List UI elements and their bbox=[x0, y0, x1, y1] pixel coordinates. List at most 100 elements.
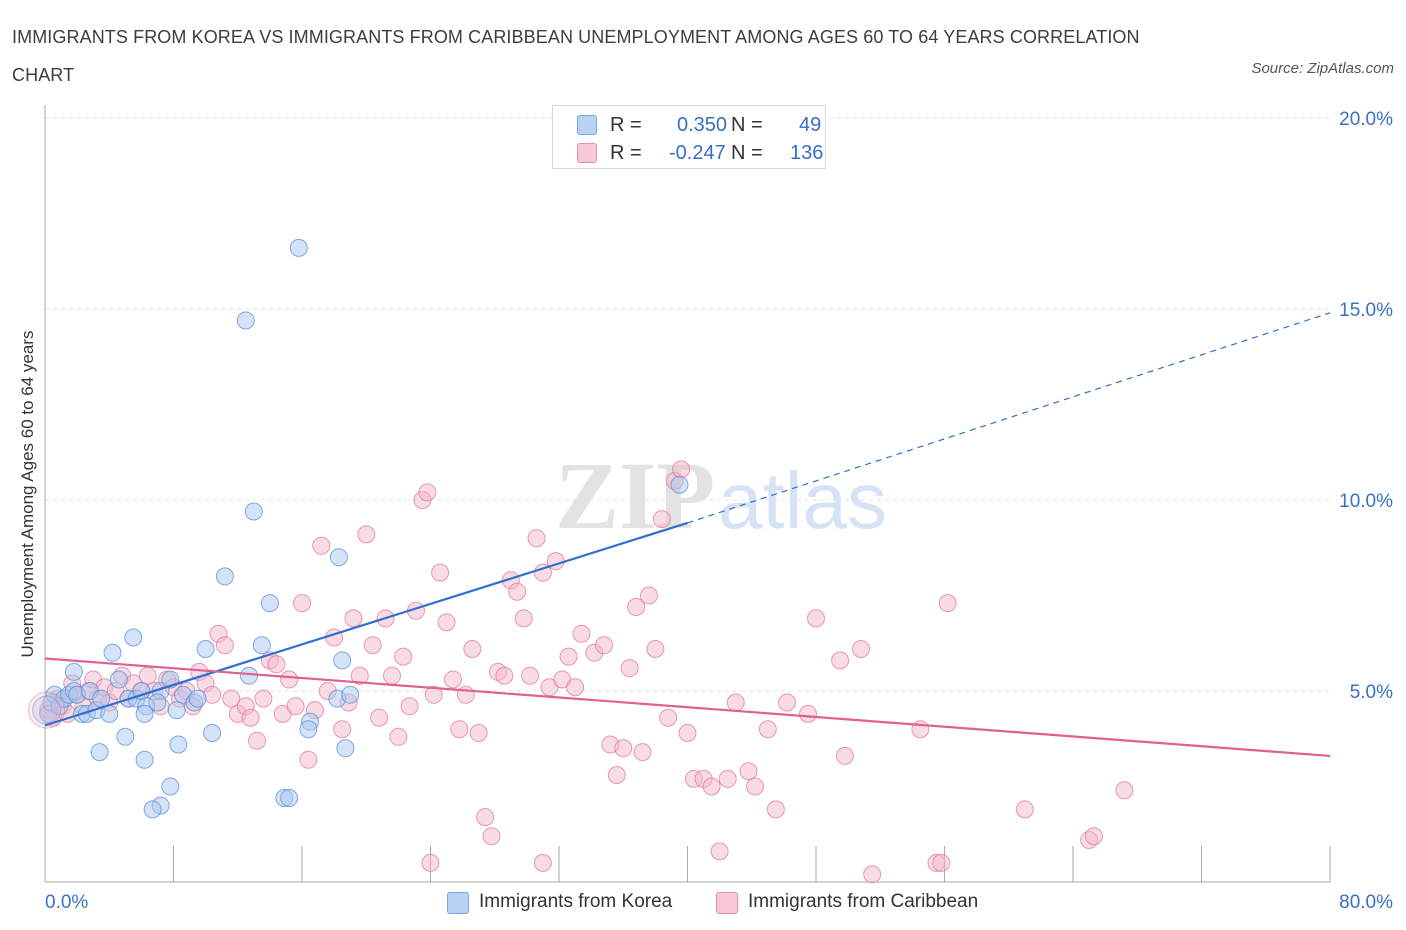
point-caribbean-64 bbox=[431, 563, 450, 582]
point-caribbean-72 bbox=[482, 827, 501, 846]
bottom-legend-swatch-caribbean bbox=[716, 892, 738, 914]
point-caribbean-97 bbox=[652, 510, 671, 529]
point-korea-54 bbox=[329, 548, 348, 567]
point-caribbean-80 bbox=[533, 563, 552, 582]
point-caribbean-76 bbox=[508, 582, 527, 601]
data-points bbox=[28, 238, 1134, 884]
point-caribbean-68 bbox=[456, 685, 475, 704]
point-caribbean-95 bbox=[640, 586, 658, 605]
point-caribbean-90 bbox=[607, 766, 626, 784]
point-caribbean-117 bbox=[852, 640, 870, 658]
point-caribbean-121 bbox=[938, 594, 957, 613]
point-caribbean-42 bbox=[293, 594, 311, 613]
point-caribbean-105 bbox=[710, 842, 729, 861]
point-korea-49 bbox=[299, 720, 318, 739]
point-caribbean-69 bbox=[463, 640, 482, 658]
point-caribbean-118 bbox=[911, 720, 930, 739]
point-caribbean-43 bbox=[299, 750, 318, 769]
point-caribbean-122 bbox=[1015, 800, 1034, 819]
point-caribbean-112 bbox=[778, 693, 797, 712]
point-caribbean-91 bbox=[614, 739, 633, 758]
point-korea-40 bbox=[244, 502, 263, 521]
point-caribbean-88 bbox=[595, 636, 613, 655]
point-caribbean-45 bbox=[312, 536, 331, 555]
point-caribbean-92 bbox=[620, 659, 639, 678]
point-korea-32 bbox=[116, 727, 135, 746]
point-caribbean-36 bbox=[254, 689, 273, 708]
point-korea-35 bbox=[169, 735, 188, 754]
point-caribbean-84 bbox=[559, 647, 578, 666]
point-korea-34 bbox=[135, 750, 154, 769]
x-tick-labels: 0.0% 80.0% bbox=[45, 892, 1393, 913]
watermark-zip: ZIP bbox=[555, 442, 715, 549]
point-caribbean-127 bbox=[421, 853, 440, 872]
point-korea-16 bbox=[109, 670, 128, 689]
point-caribbean-74 bbox=[495, 666, 514, 685]
point-caribbean-cluster bbox=[28, 691, 66, 729]
point-caribbean-54 bbox=[370, 708, 389, 727]
point-caribbean-126 bbox=[863, 865, 882, 884]
point-caribbean-108 bbox=[739, 762, 758, 781]
point-caribbean-125 bbox=[1115, 781, 1134, 800]
point-caribbean-93 bbox=[627, 598, 646, 616]
legend-r-label: R = bbox=[610, 142, 642, 164]
point-caribbean-120 bbox=[932, 853, 951, 872]
point-caribbean-56 bbox=[383, 666, 401, 685]
y-tick-label-2: 15.0% bbox=[1339, 300, 1393, 321]
point-caribbean-67 bbox=[450, 720, 469, 739]
legend-r-label: R = bbox=[610, 114, 642, 136]
point-korea-20 bbox=[124, 628, 143, 647]
point-caribbean-18 bbox=[138, 666, 157, 685]
legend-swatch-korea bbox=[577, 115, 597, 135]
point-caribbean-48 bbox=[333, 720, 352, 739]
y-axis-label: Unemployment Among Ages 60 to 64 years bbox=[18, 330, 37, 658]
chart-title: IMMIGRANTS FROM KOREA VS IMMIGRANTS FROM… bbox=[12, 27, 1140, 85]
point-korea-38 bbox=[260, 594, 279, 613]
point-caribbean-30 bbox=[215, 636, 234, 655]
watermark: ZIP atlas bbox=[555, 442, 887, 549]
point-caribbean-114 bbox=[807, 609, 825, 628]
point-caribbean-62 bbox=[418, 483, 437, 502]
point-caribbean-66 bbox=[444, 670, 462, 689]
point-korea-26 bbox=[167, 701, 186, 720]
point-korea-37 bbox=[252, 636, 271, 655]
trend-line-korea bbox=[44, 521, 688, 727]
point-korea-52 bbox=[341, 685, 360, 704]
point-caribbean-107 bbox=[726, 693, 745, 712]
point-caribbean-106 bbox=[718, 769, 737, 788]
point-korea-55 bbox=[670, 475, 689, 494]
point-caribbean-40 bbox=[280, 670, 299, 689]
point-caribbean-124 bbox=[1084, 827, 1103, 846]
trend-lines bbox=[44, 312, 1331, 758]
point-caribbean-101 bbox=[678, 724, 697, 742]
point-korea-22 bbox=[135, 704, 154, 723]
point-korea-31 bbox=[203, 724, 222, 742]
point-caribbean-78 bbox=[521, 666, 540, 685]
point-korea-33 bbox=[90, 743, 109, 762]
trend-line-caribbean bbox=[44, 657, 1331, 758]
point-caribbean-57 bbox=[389, 727, 408, 746]
grid-lines bbox=[45, 117, 1330, 692]
point-caribbean-58 bbox=[394, 647, 413, 666]
point-caribbean-113 bbox=[799, 704, 817, 723]
point-korea-14 bbox=[92, 689, 111, 708]
point-caribbean-71 bbox=[476, 808, 495, 827]
point-caribbean-116 bbox=[835, 746, 854, 765]
point-caribbean-109 bbox=[746, 777, 764, 796]
y-tick-labels: 5.0% 10.0% 15.0% 20.0% bbox=[1339, 109, 1393, 703]
x-tick-label-1: 80.0% bbox=[1339, 892, 1393, 913]
axes bbox=[44, 105, 1331, 883]
point-korea-45 bbox=[161, 777, 180, 796]
point-caribbean-65 bbox=[437, 613, 456, 632]
legend-r-value-caribbean: -0.247 bbox=[669, 142, 726, 164]
legend-r-value-korea: 0.350 bbox=[677, 114, 728, 136]
point-caribbean-98 bbox=[659, 708, 678, 727]
point-korea-15 bbox=[103, 643, 122, 662]
legend-swatch-caribbean bbox=[577, 143, 597, 163]
bottom-legend-swatch-korea bbox=[447, 892, 469, 914]
point-caribbean-50 bbox=[344, 609, 363, 628]
point-korea-44 bbox=[280, 789, 299, 807]
point-caribbean-77 bbox=[514, 609, 533, 628]
point-korea-30 bbox=[188, 689, 207, 708]
point-caribbean-110 bbox=[758, 720, 777, 739]
